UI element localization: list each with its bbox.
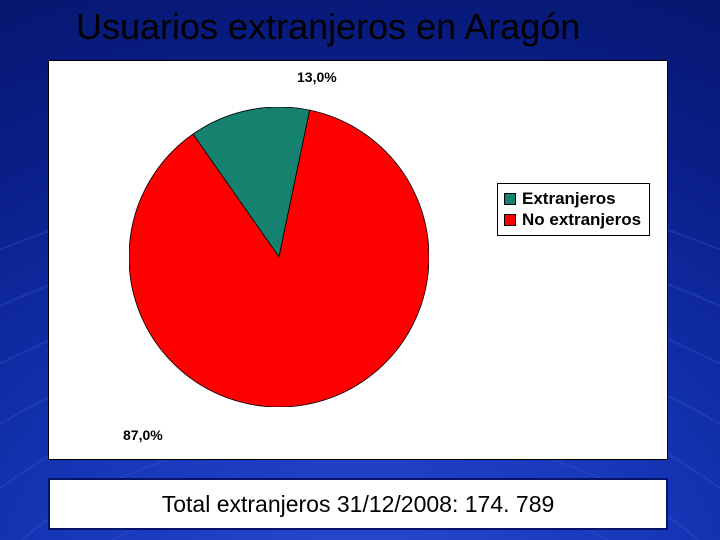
slice-label-extranjeros: 13,0% <box>297 69 337 85</box>
footer-box: Total extranjeros 31/12/2008: 174. 789 <box>48 478 668 530</box>
legend-item-no-extranjeros: No extranjeros <box>504 209 641 230</box>
footer-text: Total extranjeros 31/12/2008: 174. 789 <box>162 491 555 518</box>
legend-label: No extranjeros <box>522 209 641 230</box>
legend-swatch-no-extranjeros <box>504 214 516 226</box>
chart-panel: 13,0% 87,0% Extranjeros No extranjeros <box>48 60 668 460</box>
page-title: Usuarios extranjeros en Aragón <box>76 6 580 48</box>
pie-chart <box>129 107 429 407</box>
legend-item-extranjeros: Extranjeros <box>504 188 641 209</box>
chart-legend: Extranjeros No extranjeros <box>497 183 650 236</box>
legend-label: Extranjeros <box>522 188 616 209</box>
legend-swatch-extranjeros <box>504 193 516 205</box>
slice-label-no-extranjeros: 87,0% <box>123 427 163 443</box>
